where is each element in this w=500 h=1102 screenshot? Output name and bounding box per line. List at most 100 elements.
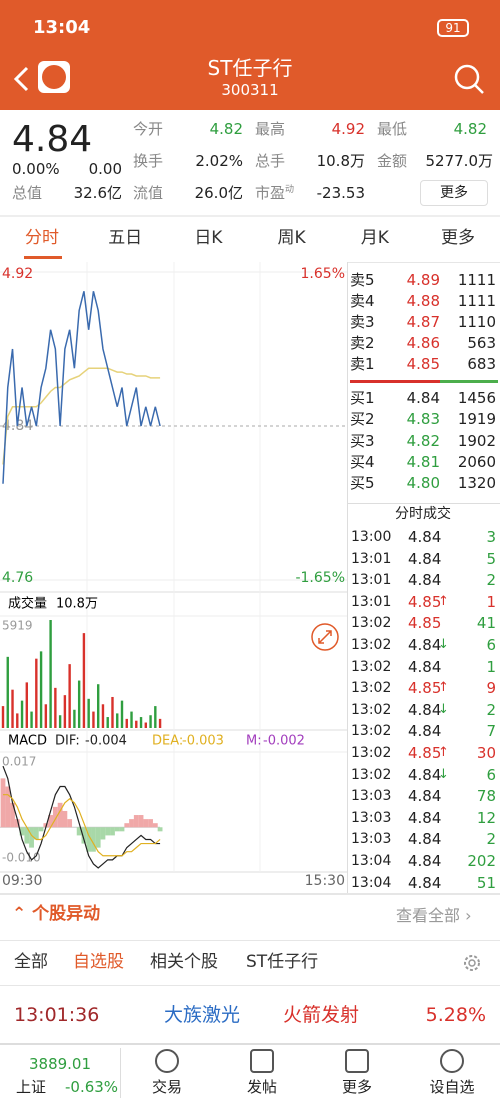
stat-value: 4.82 — [453, 120, 487, 138]
trade-volume: 9 — [486, 679, 496, 698]
stat-label: 最高 — [255, 120, 286, 138]
tab[interactable]: 分时 — [25, 228, 59, 248]
alert-tab[interactable]: 自选股 — [73, 952, 124, 972]
panel-subtitle: 10.8万 — [56, 597, 98, 612]
macd-line — [3, 794, 161, 857]
view-all[interactable]: 查看全部 › — [396, 906, 472, 925]
change: 0.00 — [88, 160, 122, 178]
trade-price: 4.84 — [408, 571, 442, 590]
index-value[interactable]: 3889.01 — [28, 1055, 92, 1073]
y-tick-label: 4.76 — [2, 570, 33, 586]
nav-item[interactable]: 更多 — [341, 1078, 373, 1096]
trade-price: 4.84 — [408, 808, 442, 827]
volume-bar — [130, 711, 133, 728]
trade-arrow: ↑ — [438, 680, 449, 696]
time-label: 09:30 — [2, 873, 42, 889]
divider — [0, 940, 500, 941]
ask-ratio — [350, 380, 440, 383]
alert-tab[interactable]: ST任子行 — [246, 952, 319, 972]
legend-name: DIF: — [55, 734, 80, 749]
trade-time: 13:02 — [351, 680, 392, 697]
volume-bar — [106, 717, 109, 728]
trade-price: 4.85 — [408, 592, 442, 611]
y2-tick-label: 1.65% — [301, 266, 345, 282]
tab[interactable]: 月K — [360, 228, 389, 248]
macd-bar — [62, 810, 68, 828]
trade-volume: 6 — [486, 765, 496, 784]
volume-bar — [44, 704, 48, 728]
trade-volume: 7 — [486, 722, 496, 741]
trade-price: 4.84 — [408, 636, 442, 654]
volume-bar — [144, 722, 147, 728]
y-tick-label: 0.017 — [2, 755, 36, 769]
legend-value: -0.003 — [182, 734, 224, 749]
trade-price: 4.85 — [408, 679, 442, 698]
book-price: 4.85 — [406, 355, 440, 373]
divider — [0, 985, 500, 986]
volume-bar — [6, 656, 9, 728]
alert-tab[interactable]: 相关个股 — [150, 952, 218, 972]
legend-name: M: — [246, 734, 262, 749]
book-price: 4.89 — [406, 271, 440, 289]
y-tick-label: -0.010 — [2, 851, 41, 865]
tab[interactable]: 日K — [194, 228, 223, 248]
search-button[interactable] — [452, 62, 486, 96]
trade-arrow: ↑ — [438, 593, 449, 609]
trade-price: 4.84 — [408, 700, 442, 719]
macd-bar — [100, 827, 106, 840]
divider — [348, 503, 500, 504]
macd-bar — [81, 827, 87, 844]
more-button[interactable]: 更多 — [420, 180, 488, 206]
volume-bar — [92, 711, 95, 728]
macd-bar — [0, 778, 6, 828]
y-tick-label: 4.92 — [2, 266, 33, 282]
legend-value: -0.004 — [85, 734, 127, 749]
back-button[interactable] — [10, 64, 34, 94]
macd-bar — [152, 823, 158, 828]
macd-bar — [33, 827, 39, 840]
stock-title: ST任子行 — [207, 56, 293, 80]
book-price: 4.80 — [406, 474, 440, 493]
price-line — [2, 291, 161, 484]
y2-tick-label: -1.65% — [295, 570, 345, 586]
stat-value: 4.92 — [331, 120, 365, 138]
view-all-text: 查看全部 — [396, 906, 461, 925]
nav-item[interactable]: 交易 — [151, 1078, 183, 1096]
book-label: 卖2 — [350, 334, 375, 352]
book-volume: 563 — [467, 334, 496, 352]
macd-bar — [14, 819, 20, 828]
alert-stock[interactable]: 大族激光 — [164, 1004, 241, 1026]
stat-value: -23.53 — [316, 184, 365, 202]
volume-bar — [1, 706, 5, 728]
trade-volume: 202 — [467, 852, 496, 870]
alert-tab[interactable]: 全部 — [14, 952, 48, 972]
trade-time: 13:02 — [351, 701, 392, 718]
book-price: 4.82 — [406, 431, 440, 450]
macd-bar — [148, 819, 153, 828]
macd-bar — [133, 815, 139, 828]
nav-item[interactable]: 发帖 — [246, 1078, 278, 1096]
macd-bar — [76, 827, 82, 836]
volume-bar — [97, 684, 100, 728]
book-volume: 1111 — [457, 292, 496, 310]
tab[interactable]: 五日 — [108, 228, 143, 248]
book-label: 买2 — [350, 410, 375, 429]
nav-icon — [250, 1049, 274, 1073]
tab[interactable]: 周K — [277, 228, 306, 248]
volume-bar — [125, 718, 128, 728]
settings-icon[interactable] — [461, 952, 483, 974]
expand-icon[interactable] — [311, 623, 339, 651]
trade-time: 13:01 — [351, 550, 392, 567]
nav-item[interactable]: 设自选 — [429, 1078, 475, 1096]
tab[interactable]: 更多 — [441, 228, 475, 248]
trade-volume: 30 — [476, 744, 496, 762]
stat-value: 26.0亿 — [194, 184, 243, 202]
macd-bar — [91, 827, 96, 852]
divider — [0, 893, 500, 895]
volume-bar — [120, 700, 124, 728]
macd-bar — [143, 819, 149, 828]
stat-label: 换手 — [133, 152, 164, 170]
trade-arrow: ↑ — [438, 745, 449, 760]
bid-ratio — [440, 380, 498, 383]
